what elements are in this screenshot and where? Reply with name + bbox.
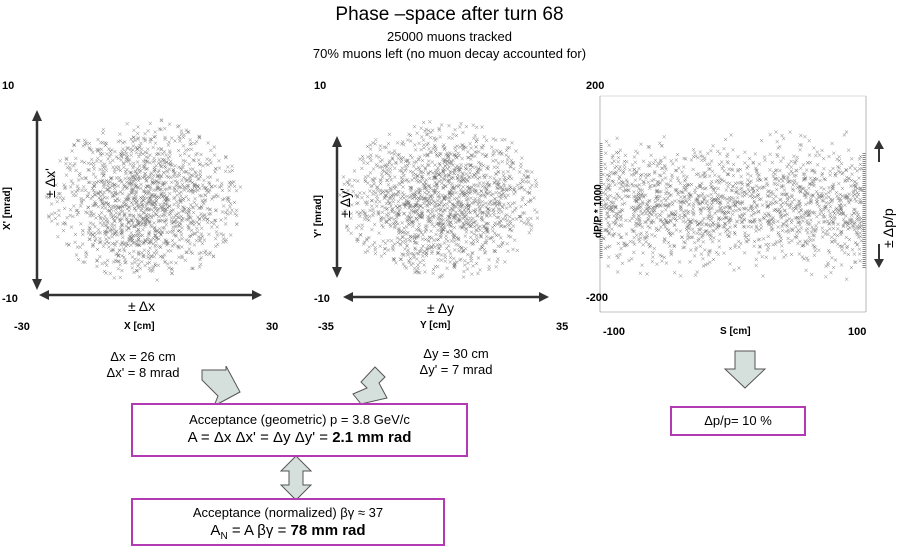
result-delta-yprime: Δy' = 7 mrad (419, 362, 493, 377)
double-arrow-boxes (279, 455, 313, 501)
y-axis-label-s: dP/P * 1000 (593, 184, 604, 238)
x-tick-right-x: 30 (266, 321, 279, 333)
delta-y-symbol: ± Δy (427, 300, 455, 316)
acceptance-geometric-formula: A = Δx Δx' = Δy Δy' = 2.1 mm rad (133, 428, 466, 447)
y-tick-bottom-x: -10 (2, 293, 18, 305)
subtitle-muons-left: 70% muons left (no muon decay accounted … (312, 46, 587, 61)
x-axis-label-y: Y [cm] (420, 320, 451, 331)
y-axis-label-y: Y' [mrad] (313, 195, 324, 238)
x-tick-left-x: -30 (14, 321, 30, 333)
delta-p-range-arrows (874, 140, 884, 268)
result-x: Δx = 26 cm Δx' = 8 mrad (88, 349, 198, 381)
acceptance-normalized-box: Acceptance (normalized) βγ ≈ 37 AN = A β… (131, 498, 445, 546)
scatter-band-s (601, 130, 865, 281)
result-delta-x: Δx = 26 cm (110, 349, 176, 364)
acceptance-normalized-formula: AN = A βγ = 78 mm rad (133, 521, 443, 546)
scatter-cloud-x (44, 118, 243, 282)
momentum-spread-value: Δp/p= 10 % (704, 413, 772, 428)
acceptance-normalized-value: 78 mm rad (290, 522, 366, 539)
normalized-expression: = A βγ = (227, 522, 291, 539)
delta-x-symbol: ± Δx (128, 298, 156, 314)
y-tick-top-y: 10 (314, 80, 327, 92)
arrow-y-to-box (352, 366, 388, 405)
x-tick-right-y: 35 (556, 321, 569, 333)
acceptance-geometric-label: Acceptance (geometric) p = 3.8 GeV/c (189, 412, 410, 427)
result-delta-xprime: Δx' = 8 mrad (106, 365, 180, 380)
acceptance-geometric-box: Acceptance (geometric) p = 3.8 GeV/c A =… (131, 403, 468, 457)
phase-space-plot-s (599, 95, 867, 313)
delta-xprime-symbol: ± Δx' (42, 168, 58, 198)
phase-space-plot-y (332, 120, 549, 302)
momentum-spread-box: Δp/p= 10 % (670, 406, 806, 436)
y-tick-top-s: 200 (586, 80, 605, 92)
scatter-cloud-y (338, 120, 540, 279)
arrow-x-to-box (201, 366, 241, 408)
acceptance-geometric-expression: A = Δx Δx' = Δy Δy' = (187, 429, 333, 446)
x-tick-right-s: 100 (848, 326, 867, 338)
x-axis-label-x: X [cm] (124, 321, 155, 332)
x-axis-label-s: S [cm] (720, 326, 751, 337)
arrow-s-to-box (723, 350, 767, 389)
y-tick-bottom-s: -200 (586, 292, 609, 304)
y-tick-bottom-y: -10 (314, 293, 330, 305)
acceptance-geometric-value: 2.1 mm rad (332, 429, 412, 446)
x-tick-left-s: -100 (603, 326, 626, 338)
subtitle-muons-tracked: 25000 muons tracked (386, 29, 513, 44)
result-delta-y: Δy = 30 cm (423, 346, 489, 361)
x-tick-left-y: -35 (318, 321, 334, 333)
phase-space-plot-x (32, 110, 262, 300)
y-axis-label-x: X' [mrad] (2, 187, 13, 230)
y-tick-top-x: 10 (2, 80, 15, 92)
normalized-symbol-a: A (210, 522, 221, 539)
result-y: Δy = 30 cm Δy' = 7 mrad (396, 346, 516, 378)
delta-p-symbol: ± Δp/p (880, 208, 896, 248)
normalized-subscript: N (220, 531, 228, 542)
delta-yprime-symbol: ± Δy' (337, 188, 353, 218)
acceptance-normalized-label: Acceptance (normalized) βγ ≈ 37 (192, 505, 384, 520)
page-title: Phase –space after turn 68 (335, 4, 564, 25)
